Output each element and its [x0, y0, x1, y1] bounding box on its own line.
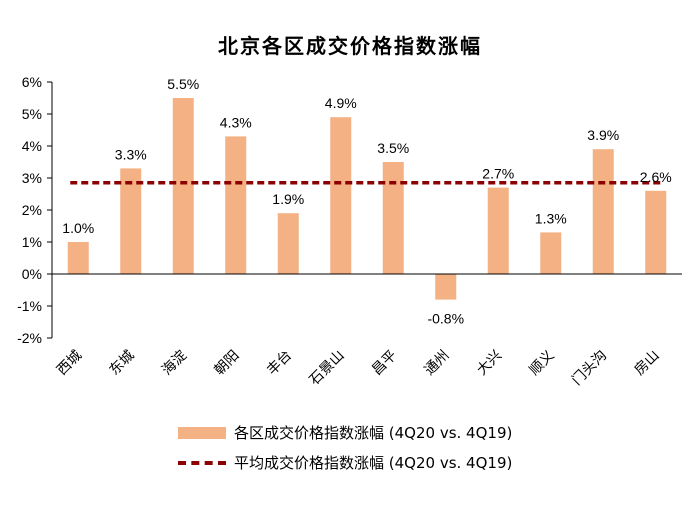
data-label: 1.9% [272, 191, 304, 207]
legend-swatch-bar [178, 427, 226, 439]
y-axis: -2% -1% 0% 1% 2% 3% 4% 5% 6% [17, 74, 53, 346]
x-category-label: 通州 [421, 348, 452, 379]
data-label: 5.5% [167, 76, 199, 92]
data-label: 1.3% [535, 210, 567, 226]
y-tick-label: 4% [22, 138, 42, 154]
data-label: 4.9% [325, 95, 357, 111]
data-label: 3.5% [377, 140, 409, 156]
data-label: 3.9% [587, 127, 619, 143]
legend: 各区成交价格指数涨幅 (4Q20 vs. 4Q19) 平均成交价格指数涨幅 (4… [178, 418, 618, 478]
data-label: 3.3% [115, 146, 147, 162]
bar [225, 136, 247, 274]
data-label: 4.3% [220, 114, 252, 130]
legend-item-average: 平均成交价格指数涨幅 (4Q20 vs. 4Q19) [178, 448, 618, 478]
y-tick-label: 2% [22, 202, 42, 218]
x-category-label: 西城 [54, 348, 85, 379]
x-category-label: 顺义 [526, 348, 557, 379]
data-label: 2.7% [482, 166, 514, 182]
bar [592, 149, 614, 274]
data-labels: 1.0% 3.3% 5.5% 4.3% 1.9% 4.9% 3.5% -0.8% 2.7% 1.3… [62, 76, 671, 327]
bar [67, 242, 89, 274]
bar [435, 274, 457, 300]
legend-label-bar: 各区成交价格指数涨幅 (4Q20 vs. 4Q19) [234, 424, 513, 442]
data-label: 1.0% [62, 220, 94, 236]
chart-title: 北京各区成交价格指数涨幅 [218, 34, 482, 58]
y-tick-label: 6% [22, 74, 42, 90]
y-tick-label: 3% [22, 170, 42, 186]
y-tick-label: 1% [22, 234, 42, 250]
bar [277, 213, 299, 274]
y-tick-label: 5% [22, 106, 42, 122]
legend-item-bar: 各区成交价格指数涨幅 (4Q20 vs. 4Q19) [178, 418, 618, 448]
x-category-label: 丰台 [264, 348, 295, 379]
data-label: 2.6% [640, 169, 672, 185]
y-tick-label: -1% [17, 298, 42, 314]
bar [172, 98, 194, 274]
bar [540, 232, 562, 274]
x-category-label: 朝阳 [211, 348, 242, 379]
legend-swatch-average [178, 461, 226, 465]
x-category-label: 石景山 [307, 348, 348, 389]
x-axis-categories: 西城 东城 海淀 朝阳 丰台 石景山 昌平 通州 大兴 顺义 门头沟 房山 [54, 348, 663, 389]
bar [487, 187, 509, 274]
x-category-label: 海淀 [159, 348, 190, 379]
bar [120, 168, 142, 274]
x-category-label: 房山 [631, 348, 662, 379]
bar [330, 117, 352, 274]
x-category-label: 大兴 [474, 348, 505, 379]
x-category-label: 昌平 [369, 348, 400, 379]
bar [382, 162, 404, 274]
data-label: -0.8% [427, 311, 464, 327]
x-category-label: 东城 [106, 348, 137, 379]
y-tick-label: 0% [22, 266, 42, 282]
legend-label-average: 平均成交价格指数涨幅 (4Q20 vs. 4Q19) [234, 454, 513, 472]
bar-series [67, 98, 667, 300]
bar [645, 190, 667, 274]
x-category-label: 门头沟 [569, 348, 610, 389]
y-tick-label: -2% [17, 330, 42, 346]
